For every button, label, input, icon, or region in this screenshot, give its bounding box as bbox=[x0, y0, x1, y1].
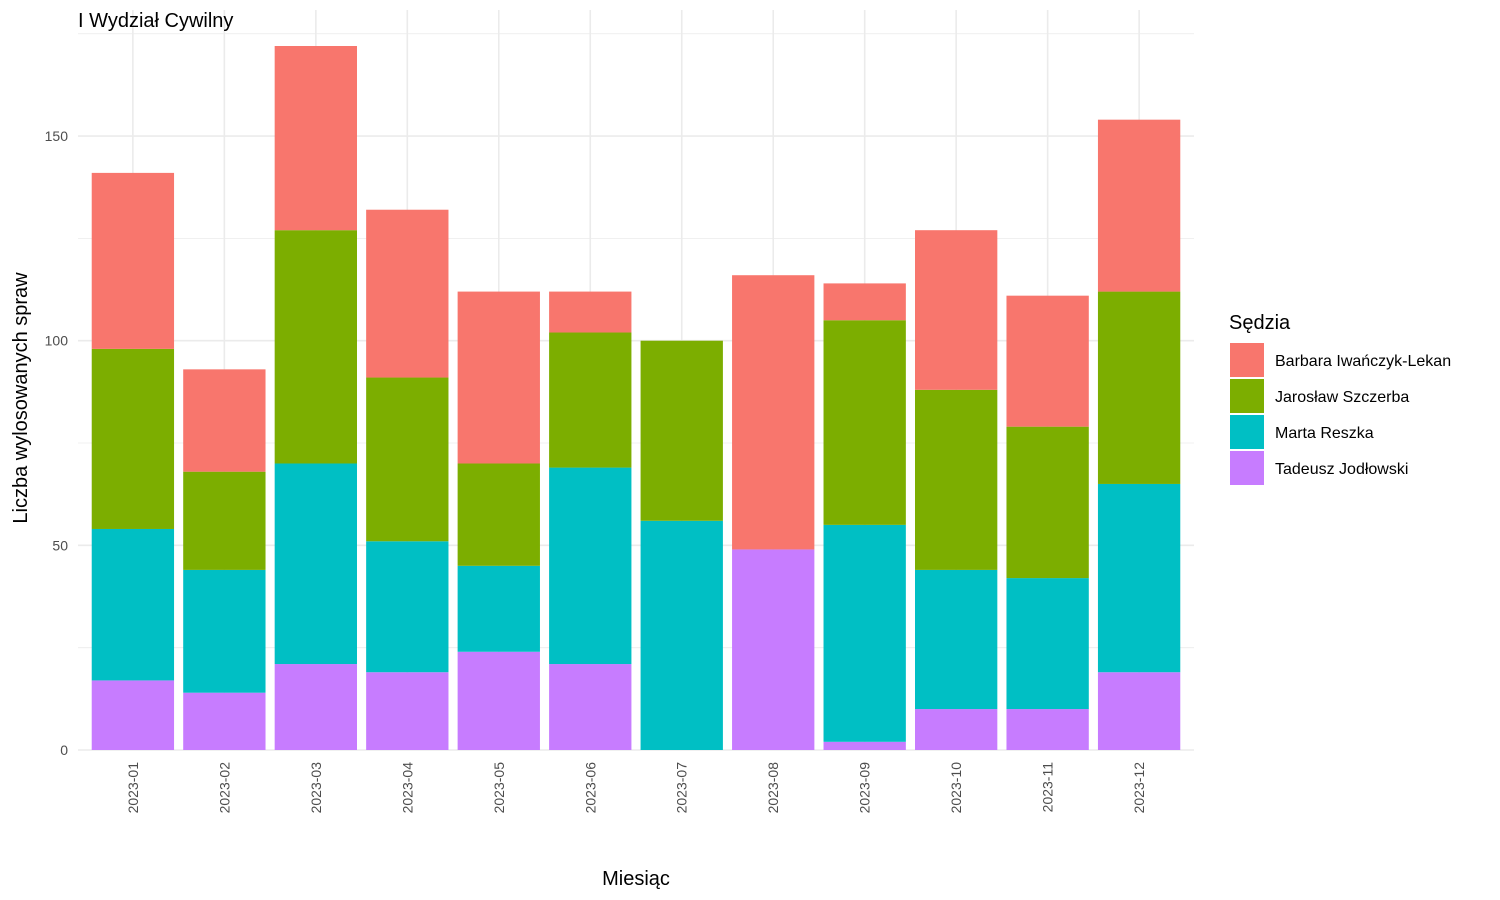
bar-segment bbox=[1006, 295, 1089, 427]
legend-label: Tadeusz Jodłowski bbox=[1275, 461, 1408, 478]
bar-segment bbox=[1097, 483, 1181, 673]
bar-segment bbox=[91, 348, 175, 529]
bar-segment bbox=[1006, 578, 1089, 710]
bar-segment bbox=[183, 692, 266, 750]
x-tick-label: 2023-10 bbox=[948, 762, 964, 814]
bar-segment bbox=[274, 664, 357, 750]
bar-segment bbox=[183, 569, 266, 693]
y-tick-label: 100 bbox=[45, 333, 69, 349]
y-tick-label: 150 bbox=[45, 128, 69, 144]
legend-swatch bbox=[1230, 451, 1264, 485]
bar-segment bbox=[457, 291, 540, 464]
x-tick-label: 2023-04 bbox=[399, 762, 415, 814]
bar-segment bbox=[274, 230, 357, 464]
x-axis-ticks: 2023-01 2023-02 2023-03 2023-04 2023-05 2023-… bbox=[125, 762, 1147, 814]
y-tick-label: 0 bbox=[60, 742, 68, 758]
x-tick-label: 2023-03 bbox=[308, 762, 324, 814]
bar-segment bbox=[640, 520, 723, 750]
bar-segment bbox=[549, 332, 632, 468]
bar-segment bbox=[732, 275, 815, 550]
bar-segment bbox=[1097, 291, 1181, 484]
bar-segment bbox=[549, 467, 632, 665]
legend-label: Jarosław Szczerba bbox=[1275, 389, 1409, 406]
bar-segment bbox=[823, 524, 906, 742]
bar-segment bbox=[274, 463, 357, 665]
x-tick-label: 2023-12 bbox=[1131, 762, 1147, 814]
bar-segment bbox=[823, 283, 906, 321]
legend-label: Barbara Iwańczyk-Lekan bbox=[1275, 353, 1451, 370]
bar-segment bbox=[823, 320, 906, 525]
x-tick-label: 2023-07 bbox=[674, 762, 690, 814]
bar-segment bbox=[366, 541, 449, 673]
chart-title: I Wydział Cywilny bbox=[78, 10, 233, 32]
bar-segment bbox=[915, 230, 998, 390]
x-tick-label: 2023-01 bbox=[125, 762, 141, 814]
x-tick-label: 2023-05 bbox=[491, 762, 507, 814]
x-axis-title: Miesiąc bbox=[602, 868, 670, 890]
legend-items: Barbara Iwańczyk-Lekan Jarosław Szczerba M… bbox=[1230, 343, 1451, 485]
bar-segment bbox=[91, 680, 175, 750]
bar-segment bbox=[732, 549, 815, 750]
bar-segment bbox=[91, 172, 175, 349]
legend-title: Sędzia bbox=[1229, 312, 1291, 334]
bar-segment bbox=[91, 528, 175, 681]
x-tick-label: 2023-06 bbox=[582, 762, 598, 814]
legend-label: Marta Reszka bbox=[1275, 425, 1374, 442]
bar-segment bbox=[366, 377, 449, 542]
bar-segment bbox=[366, 672, 449, 750]
bar-segment bbox=[1097, 119, 1181, 292]
legend-swatch bbox=[1230, 415, 1264, 449]
bars bbox=[91, 46, 1181, 750]
bar-segment bbox=[457, 651, 540, 750]
bar-segment bbox=[823, 741, 906, 750]
bar-segment bbox=[457, 565, 540, 652]
bar-segment bbox=[183, 471, 266, 570]
bar-segment bbox=[549, 664, 632, 750]
bar-segment bbox=[915, 569, 998, 710]
bar-segment bbox=[274, 46, 357, 231]
x-tick-label: 2023-11 bbox=[1040, 762, 1056, 813]
bar-segment bbox=[1097, 672, 1181, 750]
bar-segment bbox=[366, 209, 449, 378]
bar-segment bbox=[183, 369, 266, 472]
x-tick-label: 2023-08 bbox=[765, 762, 781, 814]
bar-segment bbox=[549, 291, 632, 333]
bar-segment bbox=[457, 463, 540, 566]
y-tick-label: 50 bbox=[52, 537, 68, 553]
legend-swatch bbox=[1230, 379, 1264, 413]
bar-segment bbox=[1006, 709, 1089, 750]
bar-segment bbox=[915, 709, 998, 750]
bar-segment bbox=[1006, 426, 1089, 579]
legend-swatch bbox=[1230, 343, 1264, 377]
x-tick-label: 2023-02 bbox=[216, 762, 232, 814]
y-axis-ticks: 0 50 100 150 bbox=[45, 128, 69, 758]
x-tick-label: 2023-09 bbox=[857, 762, 873, 814]
bar-segment bbox=[915, 389, 998, 570]
bar-segment bbox=[640, 340, 723, 521]
y-axis-title: Liczba wylosowanych spraw bbox=[10, 272, 32, 524]
legend: Sędzia Barbara Iwańczyk-Lekan Jarosław Sz… bbox=[1229, 312, 1451, 485]
